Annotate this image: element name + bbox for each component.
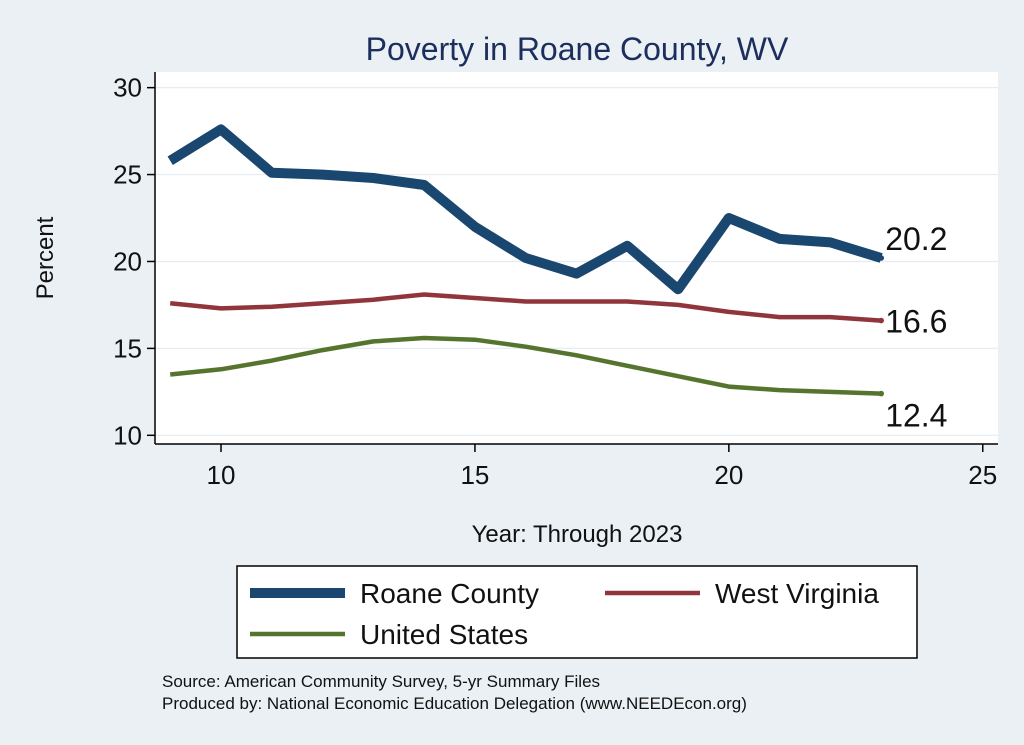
- y-ticks: 10 15 20 25 30: [113, 73, 155, 450]
- x-tick-label: 15: [460, 460, 489, 490]
- x-axis-label: Year: Through 2023: [472, 521, 683, 548]
- source-note: Source: American Community Survey, 5-yr …: [162, 672, 600, 691]
- end-value-label: 20.2: [885, 221, 947, 257]
- legend-label: West Virginia: [715, 578, 879, 609]
- legend-box: [236, 565, 918, 659]
- y-tick-label: 10: [113, 420, 142, 450]
- x-tick-label: 25: [968, 460, 997, 490]
- plot-area: [155, 72, 998, 444]
- y-tick-label: 25: [113, 160, 142, 190]
- produced-by-note: Produced by: National Economic Education…: [162, 694, 747, 713]
- x-tick-label: 10: [207, 460, 236, 490]
- series-lines: [167, 124, 883, 396]
- y-tick-label: 30: [113, 73, 142, 103]
- legend: Roane County West Virginia United States: [236, 565, 918, 659]
- legend-label: United States: [360, 619, 528, 650]
- x-tick-label: 20: [714, 460, 743, 490]
- end-point-marker: [878, 390, 884, 397]
- chart-title: Poverty in Roane County, WV: [366, 31, 789, 67]
- end-labels: 20.2 16.6 12.4: [878, 221, 947, 434]
- end-value-label: 16.6: [885, 304, 947, 340]
- x-ticks: 10 15 20 25: [207, 444, 997, 490]
- series-line-roane-county: [167, 124, 883, 295]
- y-tick-label: 15: [113, 333, 142, 363]
- y-axis-label: Percent: [32, 216, 59, 299]
- legend-label: Roane County: [360, 578, 539, 609]
- end-point-marker: [878, 255, 884, 261]
- series-line-west-virginia: [169, 292, 882, 323]
- end-value-label: 12.4: [885, 398, 947, 434]
- y-tick-label: 20: [113, 246, 142, 276]
- end-point-marker: [878, 317, 884, 324]
- series-line-united-states: [169, 335, 882, 396]
